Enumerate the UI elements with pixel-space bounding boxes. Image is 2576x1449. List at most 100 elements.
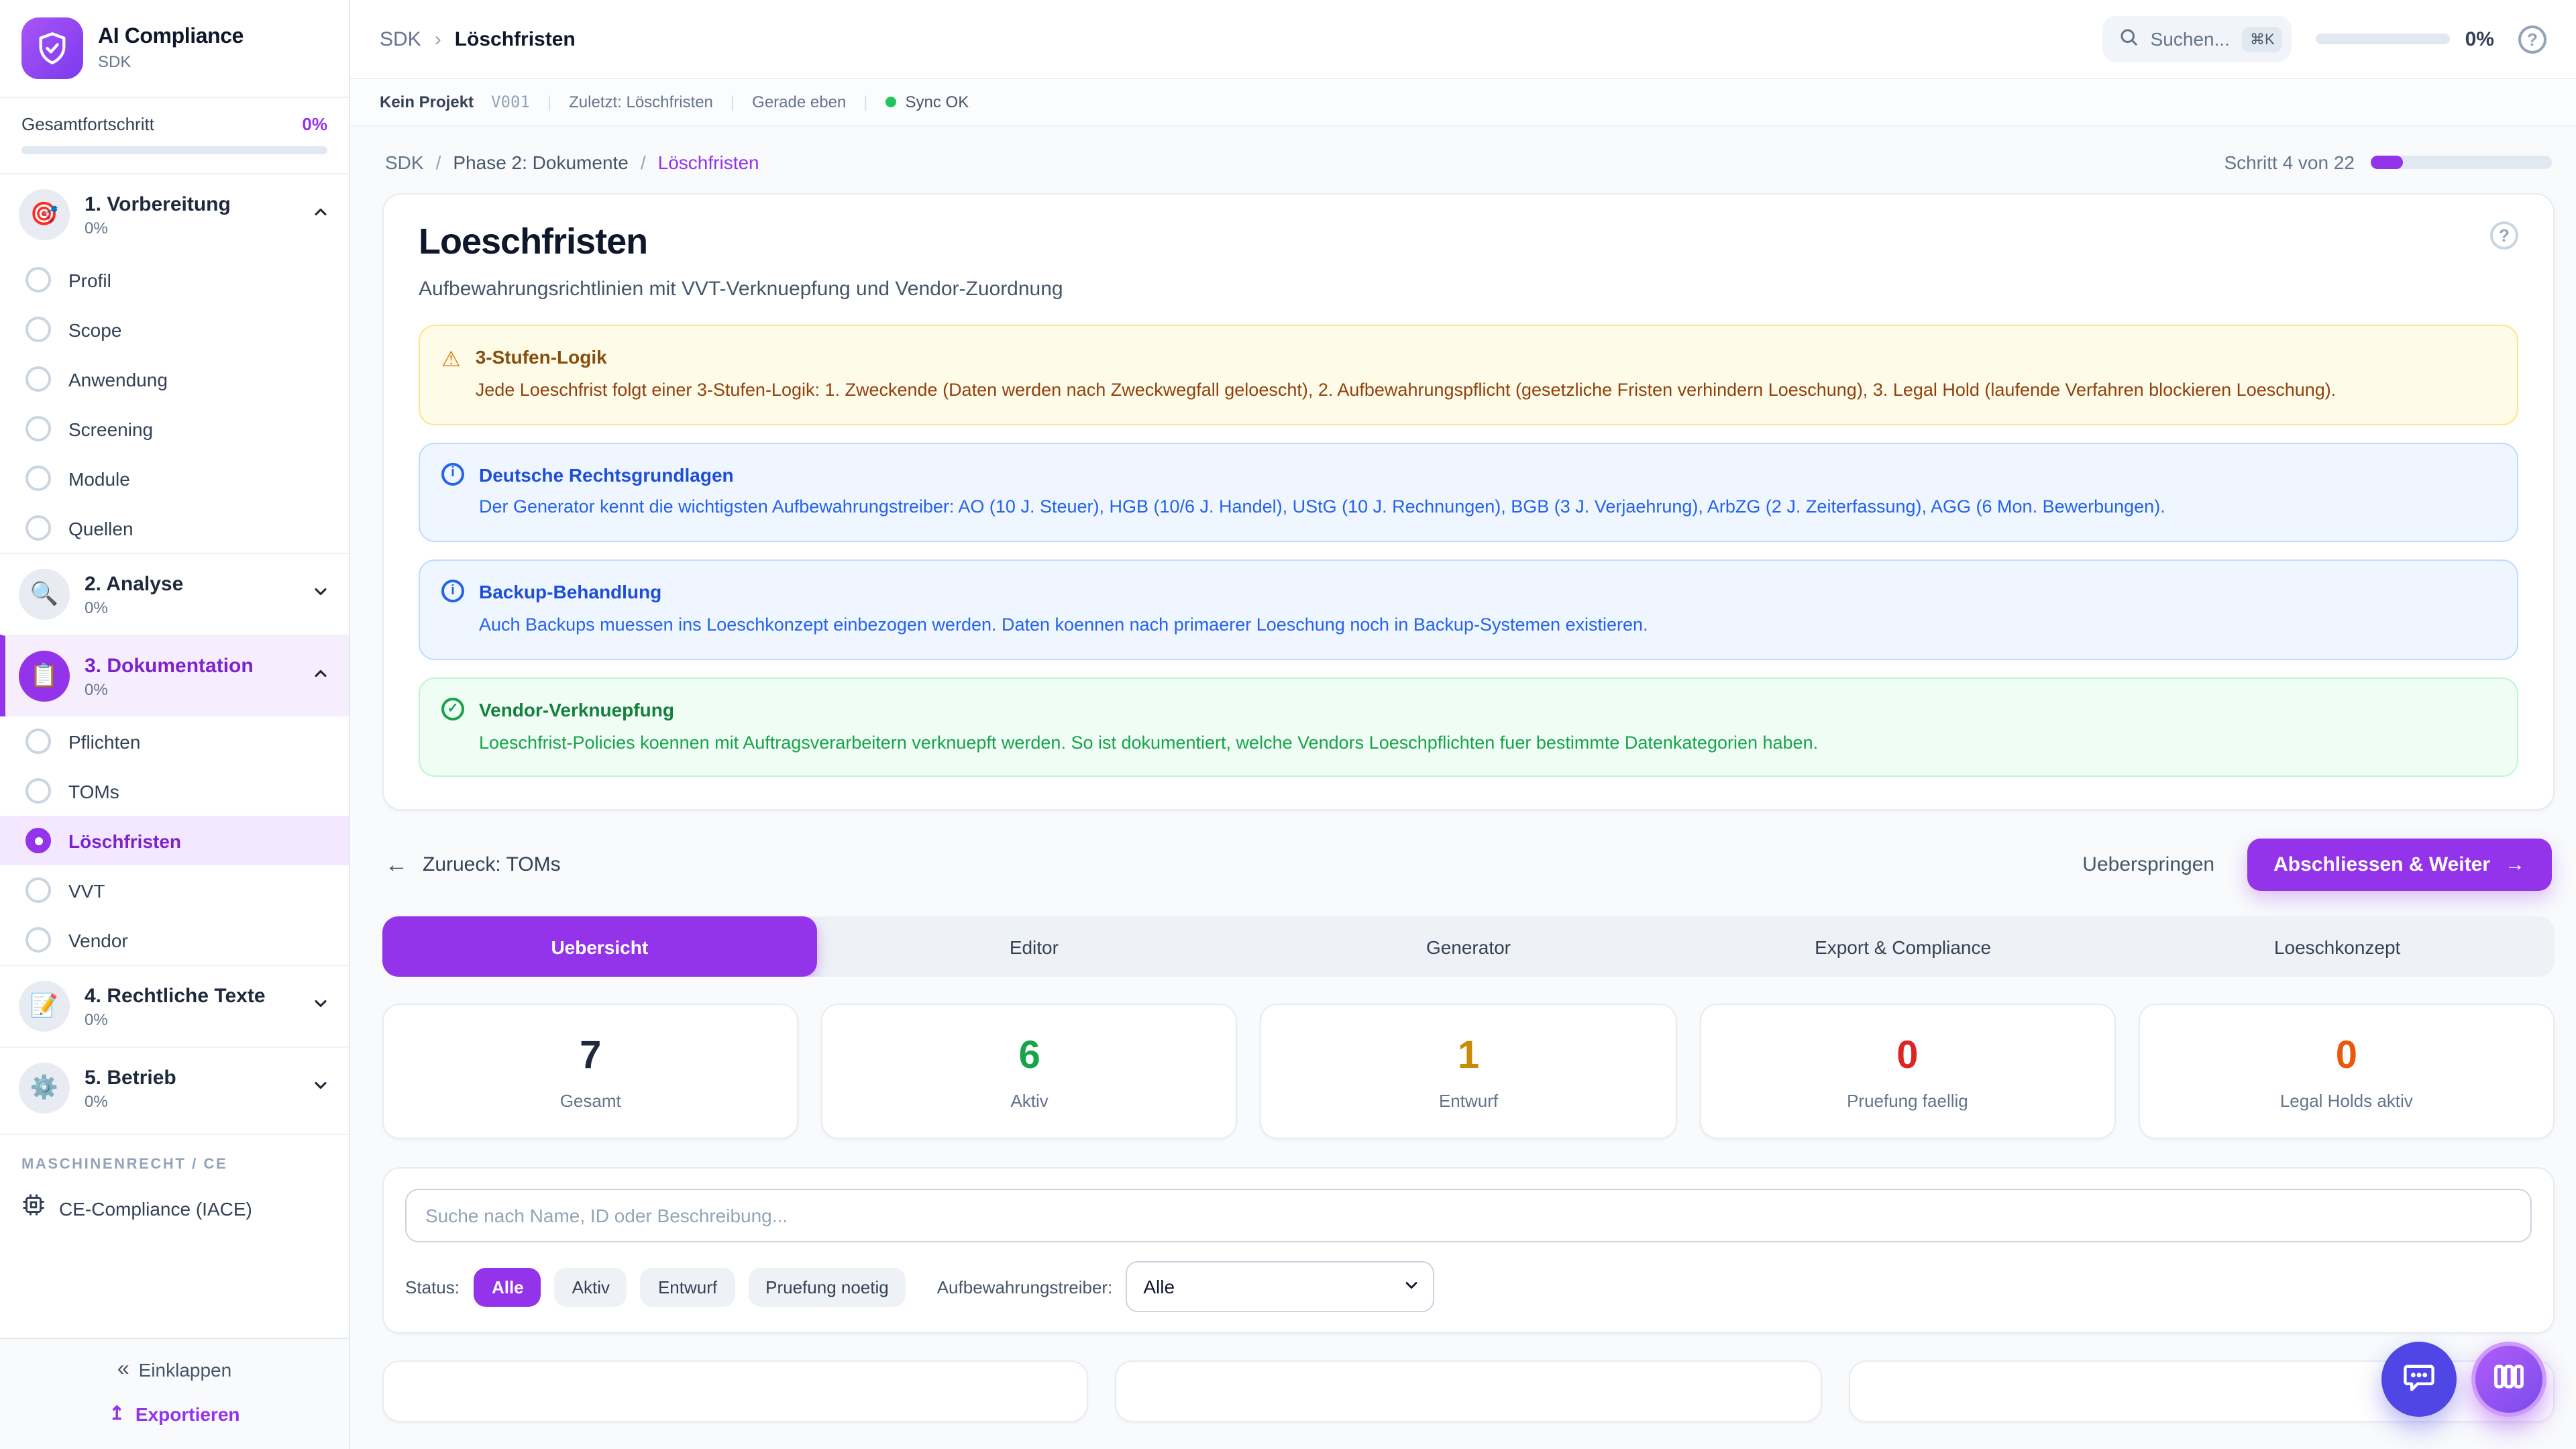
driver-filter-label: Aufbewahrungstreiber: <box>936 1277 1113 1297</box>
radio-circle-icon <box>25 366 51 392</box>
topbar-progress: 0% <box>2316 28 2494 50</box>
cmd-k-shortcut-badge: ⌘K <box>2241 26 2283 52</box>
topbar-progress-bar <box>2316 34 2451 44</box>
sidebar-phase-rechtliche-texte[interactable]: 📝 4. Rechtliche Texte 0% <box>0 965 349 1046</box>
sidebar-phase-dokumentation[interactable]: 📋 3. Dokumentation 0% <box>0 635 349 716</box>
policy-card[interactable] <box>382 1360 1089 1423</box>
policy-cards-row <box>382 1360 2555 1423</box>
radio-circle-icon <box>25 877 51 903</box>
sidebar-item-profil[interactable]: Profil <box>0 255 349 305</box>
sidebar-item-loeschfristen[interactable]: Löschfristen <box>0 816 349 865</box>
shield-check-logo-icon <box>21 17 83 79</box>
sidebar-section-maschinenrecht: MASCHINENRECHT / CE <box>0 1134 349 1182</box>
sidebar-item-module[interactable]: Module <box>0 453 349 503</box>
driver-select[interactable]: Alle <box>1126 1261 1435 1313</box>
sidebar-footer: « Einklappen ↥ Exportieren <box>0 1338 349 1449</box>
page-breadcrumb-row: SDK / Phase 2: Dokumente / Löschfristen … <box>382 126 2555 193</box>
sidebar-item-quellen[interactable]: Quellen <box>0 503 349 553</box>
filter-card: Status: Alle Aktiv Entwurf Pruefung noet… <box>382 1167 2555 1334</box>
target-icon: 🎯 <box>19 189 70 240</box>
sidebar-item-toms[interactable]: TOMs <box>0 766 349 816</box>
sidebar-item-anwendung[interactable]: Anwendung <box>0 354 349 404</box>
sidebar: AI Compliance SDK Gesamtfortschritt 0% 🎯… <box>0 0 350 1449</box>
sidebar-item-vvt[interactable]: VVT <box>0 865 349 915</box>
app-logo-block: AI Compliance SDK <box>0 0 349 98</box>
floating-buttons <box>2381 1342 2546 1417</box>
global-search-button[interactable]: Suchen... ⌘K <box>2102 16 2292 62</box>
memo-icon: 📝 <box>19 981 70 1032</box>
tab-loeschkonzept[interactable]: Loeschkonzept <box>2273 936 2401 958</box>
columns-icon <box>2491 1358 2526 1400</box>
chevron-up-icon <box>311 202 330 227</box>
stat-card-aktiv: 6 Aktiv <box>821 1004 1238 1140</box>
tab-export-compliance[interactable]: Export & Compliance <box>1815 936 1992 958</box>
double-chevron-left-icon: « <box>117 1358 129 1381</box>
overall-progress-value: 0% <box>302 114 327 134</box>
panels-fab-button[interactable] <box>2471 1342 2546 1417</box>
chat-fab-button[interactable] <box>2381 1342 2457 1417</box>
radio-circle-icon <box>25 267 51 292</box>
step-progress-bar <box>2371 156 2552 169</box>
topbar-breadcrumb: SDK › Löschfristen <box>380 28 576 50</box>
topbar: SDK › Löschfristen Suchen... ⌘K 0% ? <box>350 0 2576 79</box>
radio-selected-icon <box>25 828 51 853</box>
magnifier-icon: 🔍 <box>19 569 70 620</box>
sidebar-item-pflichten[interactable]: Pflichten <box>0 716 349 766</box>
status-filter-alle[interactable]: Alle <box>474 1267 541 1307</box>
last-saved-time: Gerade eben <box>752 93 847 111</box>
policy-card[interactable] <box>1115 1360 1822 1423</box>
tab-editor[interactable]: Editor <box>1009 936 1059 958</box>
tab-generator[interactable]: Generator <box>1426 936 1511 958</box>
breadcrumb-root-link[interactable]: SDK <box>380 28 421 50</box>
sidebar-item-screening[interactable]: Screening <box>0 404 349 453</box>
radio-circle-icon <box>25 416 51 441</box>
stat-card-pruefung-faellig: 0 Pruefung faellig <box>1699 1004 2116 1140</box>
card-help-icon[interactable]: ? <box>2490 221 2518 250</box>
radio-circle-icon <box>25 778 51 804</box>
collapse-sidebar-button[interactable]: « Einklappen <box>117 1358 232 1381</box>
warning-triangle-icon: ⚠ <box>441 349 461 372</box>
app-title: AI Compliance <box>98 25 244 48</box>
info-box-stufen-logik: ⚠ 3-Stufen-Logik Jede Loeschfrist folgt … <box>419 325 2518 425</box>
clipboard-icon: 📋 <box>19 651 70 702</box>
breadcrumb-current-page: Löschfristen <box>657 152 759 173</box>
status-filter-aktiv[interactable]: Aktiv <box>554 1267 627 1307</box>
complete-next-button[interactable]: Abschliessen & Weiter → <box>2247 839 2552 892</box>
status-filter-pruefung-noetig[interactable]: Pruefung noetig <box>748 1267 906 1307</box>
main-area: SDK › Löschfristen Suchen... ⌘K 0% ? Kei… <box>350 0 2576 1449</box>
page-subtitle: Aufbewahrungsrichtlinien mit VVT-Verknue… <box>419 278 1063 301</box>
sidebar-item-scope[interactable]: Scope <box>0 305 349 354</box>
wizard-nav-row: ← Zurueck: TOMs Ueberspringen Abschliess… <box>385 839 2552 892</box>
app-subtitle: SDK <box>98 52 131 71</box>
sidebar-phase-betrieb[interactable]: ⚙️ 5. Betrieb 0% <box>0 1046 349 1128</box>
main-card: Loeschfristen ? Aufbewahrungsrichtlinien… <box>382 193 2555 811</box>
sidebar-phase-analyse[interactable]: 🔍 2. Analyse 0% <box>0 553 349 635</box>
tab-uebersicht[interactable]: Uebersicht <box>382 916 817 977</box>
policy-search-input[interactable] <box>405 1189 2532 1243</box>
check-circle-icon: ✓ <box>441 697 464 720</box>
status-filter-entwurf[interactable]: Entwurf <box>640 1267 735 1307</box>
overall-progress-label: Gesamtfortschritt <box>21 114 154 134</box>
sidebar-phase-vorbereitung[interactable]: 🎯 1. Vorbereitung 0% <box>0 174 349 255</box>
search-placeholder-text: Suchen... <box>2150 28 2230 50</box>
driver-select-wrap: Alle <box>1126 1261 1435 1313</box>
version-badge: V001 <box>491 93 530 111</box>
radio-circle-icon <box>25 317 51 342</box>
sidebar-item-ce-compliance[interactable]: CE-Compliance (IACE) <box>0 1182 349 1242</box>
radio-circle-icon <box>25 466 51 491</box>
help-icon[interactable]: ? <box>2518 25 2546 53</box>
status-filter-label: Status: <box>405 1277 460 1297</box>
export-button[interactable]: ↥ Exportieren <box>109 1402 240 1424</box>
sidebar-item-vendor[interactable]: Vendor <box>0 915 349 965</box>
chat-bubble-icon <box>2402 1358 2436 1400</box>
skip-button[interactable]: Ueberspringen <box>2082 853 2215 877</box>
breadcrumb-sdk-link[interactable]: SDK <box>385 152 424 173</box>
stat-card-gesamt: 7 Gesamt <box>382 1004 799 1140</box>
breadcrumb-phase-link[interactable]: Phase 2: Dokumente <box>453 152 629 173</box>
search-icon <box>2118 27 2139 51</box>
stats-row: 7 Gesamt 6 Aktiv 1 Entwurf 0 Pruefung fa… <box>382 1004 2555 1140</box>
back-button[interactable]: ← Zurueck: TOMs <box>385 851 561 877</box>
radio-circle-icon <box>25 927 51 953</box>
chevron-up-icon <box>311 663 330 689</box>
